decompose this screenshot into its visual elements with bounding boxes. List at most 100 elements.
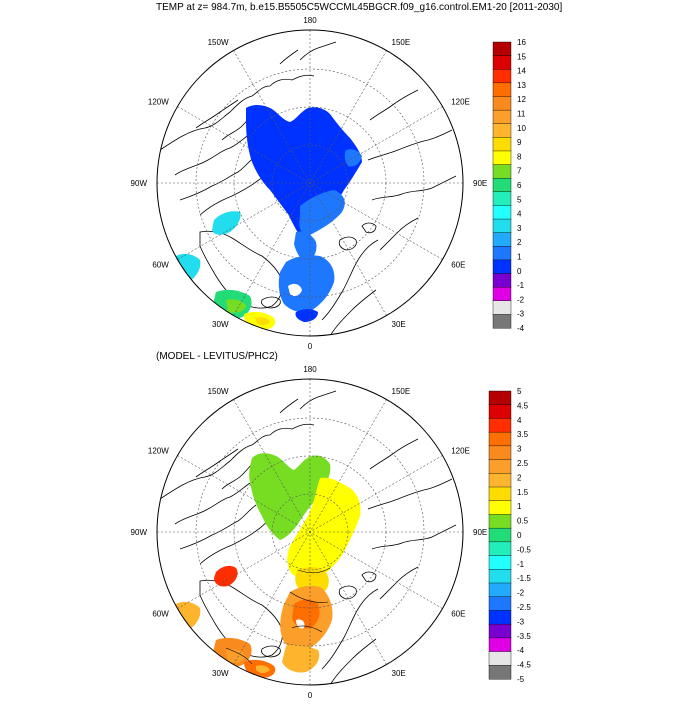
bottom-colorbar-label: -2.5 bbox=[517, 603, 531, 612]
main-title: TEMP at z= 984.7m, b.e15.B5505C5WCCML45B… bbox=[156, 2, 563, 13]
bottom-colorbar-swatch bbox=[488, 404, 512, 419]
bottom-lon-label-120w: 120W bbox=[148, 447, 169, 456]
bottom-colorbar-swatch bbox=[488, 445, 512, 461]
bottom-colorbar-label: 1.5 bbox=[517, 488, 529, 497]
bottom-colorbar-swatch bbox=[488, 500, 512, 515]
bottom-colorbar-swatch bbox=[488, 665, 512, 680]
bottom-colorbar-label: 2 bbox=[517, 473, 522, 482]
top-lon-label-30e: 30E bbox=[392, 320, 406, 329]
bottom-colorbar-label: 5 bbox=[517, 387, 522, 396]
bottom-colorbar-swatch bbox=[488, 431, 512, 447]
top-colorbar-label: 2 bbox=[517, 238, 522, 247]
bottom-colorbar-swatch bbox=[488, 486, 512, 502]
bottom-colorbar-swatch bbox=[488, 473, 512, 488]
bottom-colorbar-swatch bbox=[488, 582, 512, 598]
top-colorbar-swatch bbox=[492, 82, 512, 97]
top-colorbar-swatch bbox=[492, 69, 512, 84]
top-colorbar-label: 5 bbox=[517, 195, 522, 204]
bottom-lon-label-120e: 120E bbox=[451, 447, 470, 456]
top-coastlines bbox=[159, 41, 457, 336]
bottom-colorbar-swatch bbox=[488, 418, 512, 433]
bottom-lon-label-150w: 150W bbox=[208, 387, 229, 396]
bottom-colorbar-label: -4.5 bbox=[517, 661, 531, 670]
bottom-colorbar-label: -5 bbox=[517, 675, 525, 684]
top-colorbar-label: 0 bbox=[517, 267, 522, 276]
top-colorbar-label: 3 bbox=[517, 224, 522, 233]
bottom-colorbar-swatch bbox=[488, 541, 512, 557]
bottom-lon-label-30e: 30E bbox=[392, 669, 406, 678]
top-colorbar-swatch bbox=[492, 137, 512, 152]
bottom-colorbar-label: -0.5 bbox=[517, 545, 531, 554]
top-lon-label-90e: 90E bbox=[473, 179, 487, 188]
top-colorbar-label: 16 bbox=[517, 38, 526, 47]
top-colorbar-swatch bbox=[492, 246, 512, 261]
bottom-colorbar-label: 3 bbox=[517, 445, 522, 454]
bottom-graticule bbox=[157, 379, 463, 685]
top-lon-label-0: 0 bbox=[308, 342, 313, 351]
top-colorbar-label: -2 bbox=[517, 295, 525, 304]
bottom-colorbar-swatch bbox=[488, 610, 512, 625]
top-colorbar-label: -3 bbox=[517, 310, 525, 319]
top-colorbar-label: 6 bbox=[517, 181, 522, 190]
top-colorbar-swatch bbox=[492, 218, 512, 234]
bottom-colorbar-label: 4 bbox=[517, 416, 522, 425]
top-colorbar-swatch bbox=[492, 259, 512, 275]
top-lon-label-30w: 30W bbox=[212, 320, 229, 329]
top-colorbar-swatch bbox=[492, 300, 512, 315]
top-colorbar-label: 8 bbox=[517, 152, 522, 161]
bottom-colorbar-label: 0.5 bbox=[517, 517, 529, 526]
top-colorbar-swatch bbox=[492, 96, 512, 111]
top-map-boundary bbox=[156, 29, 464, 337]
top-colorbar-label: 13 bbox=[517, 81, 526, 90]
top-colorbar-swatch bbox=[492, 55, 512, 70]
bottom-colorbar-label: 3.5 bbox=[517, 430, 529, 439]
bottom-colorbar-label: -1 bbox=[517, 560, 525, 569]
top-colorbar-swatch bbox=[492, 150, 512, 166]
top-colorbar-label: 7 bbox=[517, 167, 522, 176]
top-colorbar-swatch bbox=[492, 286, 512, 302]
longitude-labels: 180 150E 120E 90E 60E 30E 0 30W 60W 90W 120W 150W 18… bbox=[131, 16, 488, 700]
bottom-colorbar-label: 2.5 bbox=[517, 459, 529, 468]
top-colorbar-swatch bbox=[492, 123, 512, 138]
bottom-colorbar-swatch bbox=[488, 390, 512, 406]
top-lon-label-150w: 150W bbox=[208, 38, 229, 47]
top-colorbar-swatch bbox=[492, 164, 512, 179]
top-lon-label-120w: 120W bbox=[148, 98, 169, 107]
bottom-data-field bbox=[172, 453, 361, 678]
top-colorbar-swatch bbox=[492, 273, 512, 288]
bottom-colorbar-label: -4 bbox=[517, 646, 525, 655]
bottom-colorbar-swatch bbox=[488, 459, 512, 474]
bottom-colorbar-swatch bbox=[488, 555, 512, 570]
bottom-colorbar-label: -2 bbox=[517, 589, 525, 598]
bottom-map-boundary bbox=[156, 378, 464, 686]
bottom-colorbar-label: -3 bbox=[517, 617, 525, 626]
top-colorbar-swatch bbox=[492, 177, 512, 193]
bottom-colorbar-swatch bbox=[488, 596, 512, 611]
top-polar-map bbox=[156, 29, 464, 337]
bottom-lon-label-150e: 150E bbox=[392, 387, 411, 396]
bottom-polar-map bbox=[156, 378, 464, 686]
bottom-colorbar-swatch bbox=[488, 527, 512, 543]
top-colorbar-label: 14 bbox=[517, 67, 526, 76]
bottom-colorbar-swatch bbox=[488, 514, 512, 529]
bottom-lon-label-90e: 90E bbox=[473, 528, 487, 537]
bottom-colorbar-swatch bbox=[488, 569, 512, 584]
bottom-colorbar-label: 4.5 bbox=[517, 401, 529, 410]
top-colorbar-swatch bbox=[492, 314, 512, 329]
top-colorbar-swatch bbox=[492, 109, 512, 125]
top-colorbar-label: -4 bbox=[517, 324, 525, 333]
bottom-coastlines bbox=[159, 390, 457, 685]
bottom-lon-label-0: 0 bbox=[308, 691, 313, 700]
bottom-lon-label-30w: 30W bbox=[212, 669, 229, 678]
top-data-field bbox=[172, 105, 362, 330]
top-lon-label-60e: 60E bbox=[451, 261, 465, 270]
top-colorbar-swatch bbox=[492, 232, 512, 247]
top-colorbar-swatch bbox=[492, 205, 512, 220]
top-lon-label-150e: 150E bbox=[392, 38, 411, 47]
top-colorbar-label: 4 bbox=[517, 210, 522, 219]
colorbars: 161514131211109876543210-1-2-3-454.543.5… bbox=[488, 38, 531, 684]
top-colorbar-swatch bbox=[492, 41, 512, 57]
difference-title: (MODEL - LEVITUS/PHC2) bbox=[156, 351, 278, 362]
top-colorbar-swatch bbox=[492, 191, 512, 206]
